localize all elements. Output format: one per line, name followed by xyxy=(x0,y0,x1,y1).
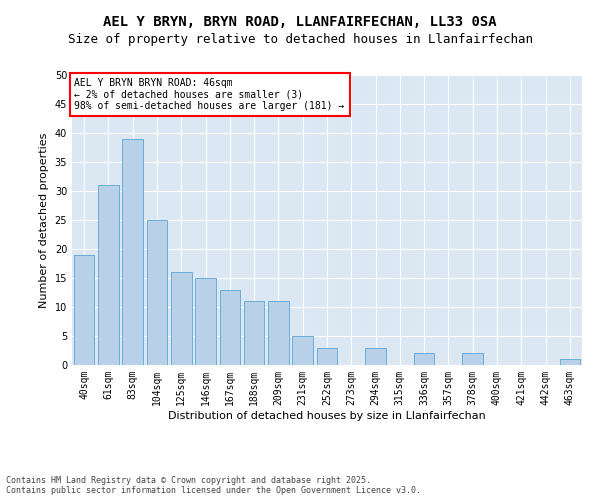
Text: Contains HM Land Registry data © Crown copyright and database right 2025.
Contai: Contains HM Land Registry data © Crown c… xyxy=(6,476,421,495)
Bar xyxy=(414,354,434,365)
Bar xyxy=(146,220,167,365)
Bar xyxy=(292,336,313,365)
Bar xyxy=(268,301,289,365)
Y-axis label: Number of detached properties: Number of detached properties xyxy=(39,132,49,308)
Bar xyxy=(317,348,337,365)
Bar xyxy=(74,255,94,365)
Bar xyxy=(98,185,119,365)
Text: Size of property relative to detached houses in Llanfairfechan: Size of property relative to detached ho… xyxy=(67,32,533,46)
Bar xyxy=(171,272,191,365)
Bar xyxy=(195,278,216,365)
Bar xyxy=(365,348,386,365)
Bar xyxy=(244,301,265,365)
Bar xyxy=(220,290,240,365)
Bar xyxy=(560,359,580,365)
Bar xyxy=(463,354,483,365)
Bar xyxy=(122,139,143,365)
X-axis label: Distribution of detached houses by size in Llanfairfechan: Distribution of detached houses by size … xyxy=(168,410,486,420)
Text: AEL Y BRYN BRYN ROAD: 46sqm
← 2% of detached houses are smaller (3)
98% of semi-: AEL Y BRYN BRYN ROAD: 46sqm ← 2% of deta… xyxy=(74,78,344,111)
Text: AEL Y BRYN, BRYN ROAD, LLANFAIRFECHAN, LL33 0SA: AEL Y BRYN, BRYN ROAD, LLANFAIRFECHAN, L… xyxy=(103,15,497,29)
